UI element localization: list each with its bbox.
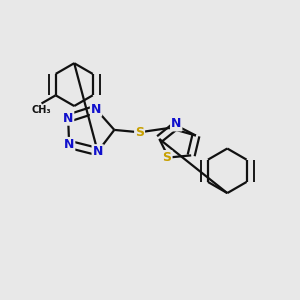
Text: N: N: [171, 117, 181, 130]
Text: N: N: [63, 112, 73, 125]
Text: S: S: [163, 151, 172, 164]
Text: CH₃: CH₃: [32, 105, 51, 115]
Text: S: S: [135, 126, 144, 139]
Text: N: N: [64, 138, 74, 151]
Text: N: N: [91, 103, 101, 116]
Text: N: N: [92, 145, 103, 158]
